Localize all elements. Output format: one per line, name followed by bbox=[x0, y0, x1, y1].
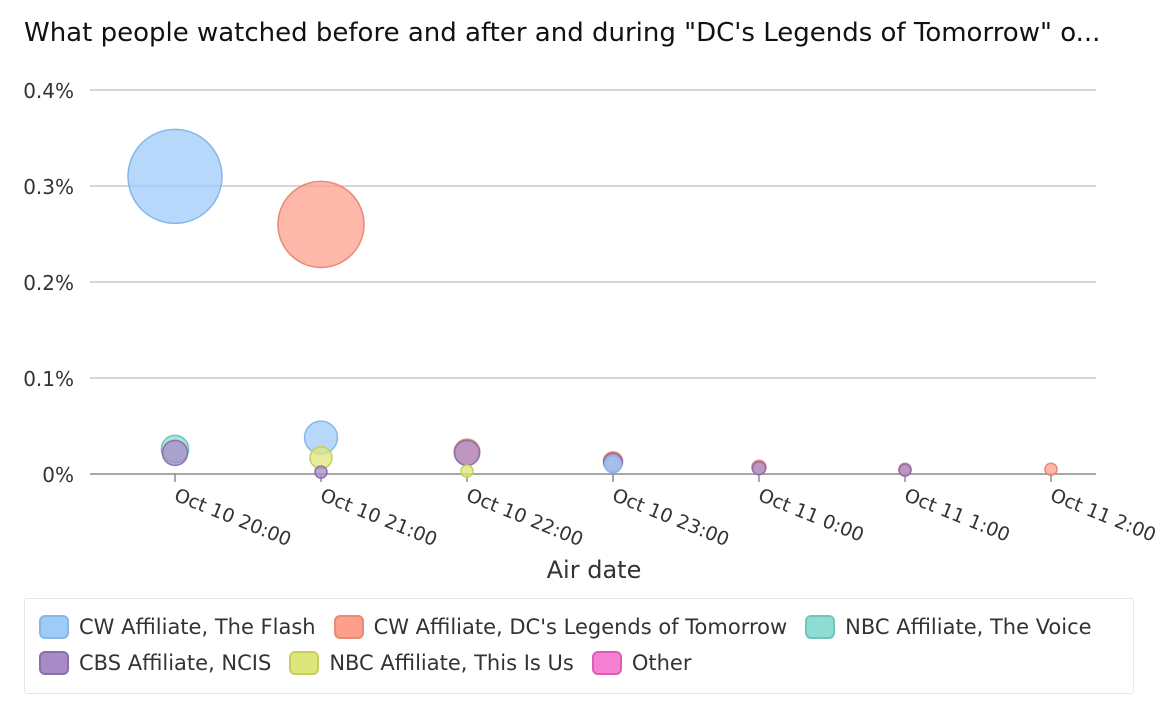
legend-item[interactable]: Other bbox=[591, 645, 692, 681]
x-tick-label: Oct 11 1:00 bbox=[901, 484, 1013, 546]
grid-lines bbox=[90, 89, 1096, 475]
legend-swatch bbox=[333, 615, 364, 639]
bubble-point[interactable] bbox=[751, 460, 767, 476]
x-tick-label: Oct 11 2:00 bbox=[1047, 484, 1158, 546]
legend-swatch bbox=[39, 651, 69, 675]
legend-item[interactable]: NBC Affiliate, The Voice bbox=[805, 609, 1092, 645]
bubble-point[interactable] bbox=[314, 465, 328, 479]
bubble-point[interactable] bbox=[460, 464, 474, 478]
legend-label: NBC Affiliate, The Voice bbox=[845, 615, 1092, 639]
bubble-point[interactable] bbox=[1044, 462, 1058, 476]
legend-swatch bbox=[805, 615, 836, 639]
legend-swatch bbox=[289, 651, 320, 675]
bubbles bbox=[127, 128, 1058, 479]
legend-item[interactable]: CW Affiliate, The Flash bbox=[39, 609, 316, 645]
y-tick-label: 0.4% bbox=[23, 79, 74, 103]
y-tick-label: 0.1% bbox=[23, 367, 74, 391]
legend-swatch bbox=[39, 615, 69, 639]
x-axis-ticks: Oct 10 20:00 Oct 10 21:00 Oct 10 22:00 Oct … bbox=[171, 474, 1158, 551]
x-tick-label: Oct 10 22:00 bbox=[463, 484, 586, 551]
y-axis-ticks: 0% 0.1% 0.2% 0.3% 0.4% bbox=[23, 79, 74, 487]
legend-item[interactable]: NBC Affiliate, This Is Us bbox=[289, 645, 574, 681]
legend-label: CW Affiliate, The Flash bbox=[79, 615, 316, 639]
legend-item[interactable]: CBS Affiliate, NCIS bbox=[39, 645, 271, 681]
x-tick-label: Oct 10 23:00 bbox=[609, 484, 732, 551]
bubble-point[interactable] bbox=[898, 463, 912, 477]
legend-item[interactable]: CW Affiliate, DC's Legends of Tomorrow bbox=[333, 609, 788, 645]
x-axis-title: Air date bbox=[547, 556, 642, 584]
y-tick-label: 0.3% bbox=[23, 175, 74, 199]
bubble-point[interactable] bbox=[603, 455, 623, 474]
x-tick-label: Oct 10 21:00 bbox=[317, 484, 440, 551]
legend: CW Affiliate, The Flash CW Affiliate, DC'… bbox=[24, 598, 1134, 694]
bubble-point[interactable] bbox=[277, 180, 365, 269]
chart-title: What people watched before and after and… bbox=[24, 18, 1101, 48]
chart-plot: 0% 0.1% 0.2% 0.3% 0.4% Oct 10 20:00 Oct 10 21… bbox=[23, 79, 1158, 584]
bubble-point[interactable] bbox=[127, 128, 223, 225]
bubble-point[interactable] bbox=[161, 439, 189, 467]
legend-label: CW Affiliate, DC's Legends of Tomorrow bbox=[373, 615, 788, 639]
x-tick-label: Oct 10 20:00 bbox=[171, 484, 294, 551]
x-tick-label: Oct 11 0:00 bbox=[755, 484, 867, 546]
y-tick-label: 0.2% bbox=[23, 271, 74, 295]
y-tick-label: 0% bbox=[42, 463, 74, 487]
legend-label: CBS Affiliate, NCIS bbox=[79, 651, 272, 675]
legend-label: NBC Affiliate, This Is Us bbox=[329, 651, 574, 675]
legend-label: Other bbox=[631, 651, 692, 675]
bubble-point[interactable] bbox=[453, 439, 481, 467]
legend-swatch bbox=[591, 651, 622, 675]
